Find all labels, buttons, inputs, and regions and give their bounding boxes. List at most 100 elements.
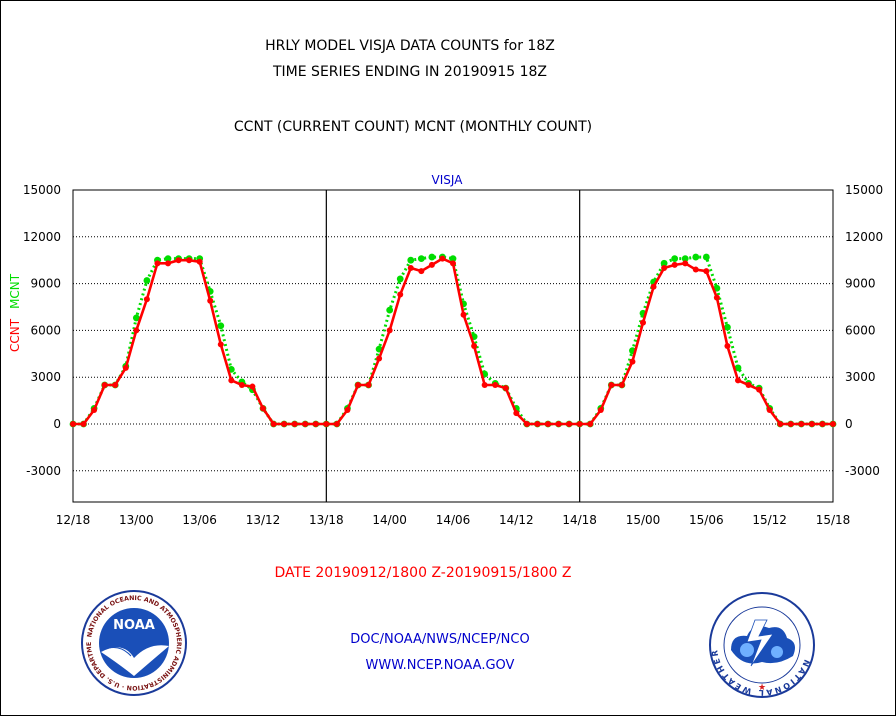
data-point-ccnt	[819, 421, 826, 427]
y-tick-label-left: 12000	[23, 230, 61, 244]
data-point-ccnt	[333, 421, 340, 427]
data-point-ccnt	[692, 266, 699, 273]
data-point-ccnt	[323, 421, 330, 427]
data-point-ccnt	[798, 421, 805, 427]
y-tick-label-right: 9000	[845, 277, 876, 291]
data-point-ccnt	[502, 385, 509, 392]
x-tick-label: 15/06	[689, 513, 724, 527]
data-point-mcnt	[396, 275, 404, 283]
data-point-ccnt	[122, 364, 129, 371]
data-point-ccnt	[407, 265, 414, 271]
data-point-ccnt	[249, 383, 256, 390]
data-point-mcnt	[734, 364, 742, 372]
data-point-ccnt	[492, 382, 499, 388]
chart-title: VISJA	[432, 173, 464, 187]
data-point-ccnt	[481, 382, 488, 388]
data-point-mcnt	[702, 253, 710, 261]
data-point-mcnt	[164, 255, 172, 263]
grid-lines	[73, 236, 833, 472]
data-point-ccnt	[133, 327, 140, 334]
data-point-mcnt	[692, 253, 700, 261]
x-tick-label: 12/18	[56, 513, 91, 527]
y-tick-label-right: 3000	[845, 370, 876, 384]
data-point-ccnt	[545, 421, 551, 427]
x-tick-label: 14/00	[372, 513, 407, 527]
y-tick-label-left: 9000	[30, 277, 61, 291]
noaa-logo-icon: NOAA NATIONAL OCEANIC AND ATMOSPHERIC AD…	[79, 588, 187, 696]
data-point-ccnt	[671, 261, 678, 268]
x-tick-label: 15/18	[816, 513, 851, 527]
data-point-ccnt	[238, 382, 245, 388]
data-point-ccnt	[186, 257, 193, 264]
plot-axes	[72, 189, 834, 503]
series-mcnt	[69, 253, 837, 428]
data-point-ccnt	[217, 341, 224, 348]
x-tick-label: 13/00	[119, 513, 154, 527]
data-point-ccnt	[165, 260, 171, 267]
data-point-ccnt	[302, 421, 309, 427]
data-point-ccnt	[703, 268, 710, 275]
data-point-mcnt	[417, 255, 425, 263]
data-point-ccnt	[471, 343, 478, 349]
figure-subtitle: TIME SERIES ENDING IN 20190915 18Z	[273, 64, 547, 80]
data-point-mcnt	[724, 323, 731, 331]
data-point-ccnt	[291, 421, 298, 427]
y-tick-labels: 15000 15000 12000 12000 9000 9000 6000 6000 3000…	[23, 183, 883, 478]
data-point-ccnt	[312, 421, 319, 427]
data-point-ccnt	[523, 421, 530, 427]
data-point-ccnt	[344, 406, 351, 413]
data-point-ccnt	[766, 406, 773, 413]
data-point-mcnt	[671, 255, 679, 263]
series-description: CCNT (CURRENT COUNT) MCNT (MONTHLY COUNT…	[233, 119, 593, 135]
data-point-ccnt	[756, 386, 763, 393]
y-tick-label-left: -3000	[26, 464, 61, 478]
y-tick-label-left: 3000	[30, 370, 61, 384]
y-axis-label-text: CCNT MCNT	[8, 273, 22, 352]
x-tick-label: 13/18	[309, 513, 344, 527]
x-tick-label: 15/00	[626, 513, 661, 527]
data-point-ccnt	[618, 382, 625, 388]
data-point-ccnt	[450, 260, 456, 267]
x-tick-labels: 12/18 13/00 13/06 13/12 13/18 14/00 14/06 14/12…	[56, 513, 851, 527]
data-point-ccnt	[830, 421, 836, 427]
data-point-ccnt	[787, 421, 794, 427]
data-point-ccnt	[555, 421, 562, 427]
data-point-mcnt	[681, 255, 689, 263]
figure-title: HRLY MODEL VISJA DATA COUNTS for 18Z	[265, 38, 555, 54]
data-point-ccnt	[587, 421, 594, 427]
data-point-ccnt	[101, 382, 108, 388]
series-line-mcnt	[73, 255, 833, 426]
data-point-ccnt	[597, 406, 604, 413]
data-point-ccnt	[207, 297, 214, 304]
data-point-ccnt	[566, 421, 573, 427]
data-point-ccnt	[724, 343, 731, 349]
plot-frame	[72, 189, 834, 503]
data-point-ccnt	[650, 283, 657, 290]
data-point-ccnt	[281, 421, 288, 427]
data-point-ccnt	[460, 311, 467, 318]
data-point-mcnt	[386, 306, 394, 314]
data-point-ccnt	[735, 377, 741, 384]
y-axis-label: CCNT MCNT	[8, 273, 22, 352]
y-tick-label-left: 15000	[23, 183, 61, 197]
data-point-ccnt	[196, 258, 203, 265]
data-point-ccnt	[608, 382, 615, 388]
x-tick-label: 14/12	[499, 513, 534, 527]
website-link[interactable]: WWW.NCEP.NOAA.GOV	[365, 658, 515, 673]
x-tick-label: 13/06	[182, 513, 217, 527]
data-point-ccnt	[397, 291, 404, 298]
x-tick-label: 14/06	[436, 513, 471, 527]
y-tick-label-right: 0	[845, 417, 853, 431]
data-point-ccnt	[513, 410, 520, 417]
data-point-mcnt	[660, 259, 668, 267]
nws-logo-icon: ★ NATIONAL WEATHER SERVICE	[707, 590, 815, 698]
data-point-mcnt	[132, 314, 140, 322]
y-tick-label-left: 0	[53, 417, 61, 431]
data-point-ccnt	[682, 260, 689, 267]
data-point-mcnt	[407, 256, 415, 264]
data-point-mcnt	[217, 322, 225, 330]
svg-text:★: ★	[758, 683, 766, 693]
data-point-ccnt	[629, 358, 636, 365]
data-point-ccnt	[175, 257, 182, 264]
